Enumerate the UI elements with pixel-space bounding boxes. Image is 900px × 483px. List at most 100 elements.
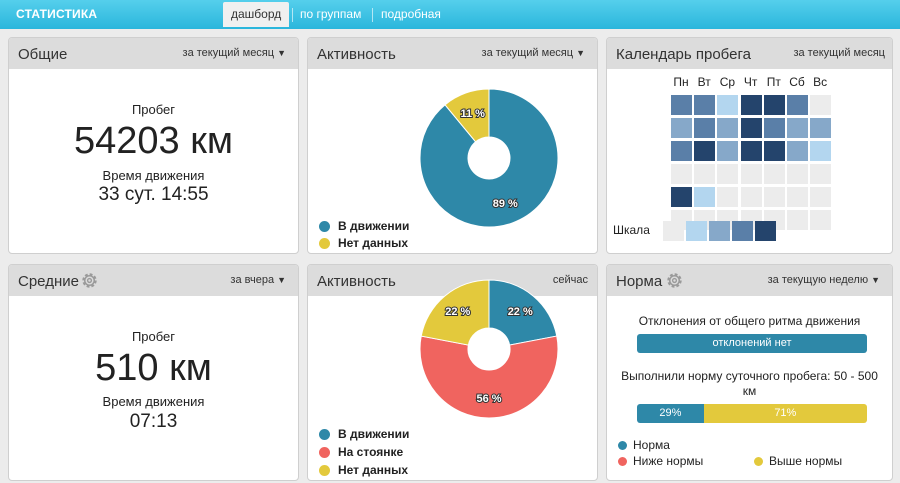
calendar-day-cell[interactable] [763, 95, 785, 115]
calendar-day-cell[interactable] [671, 187, 692, 207]
period-label: за текущий месяц [793, 47, 885, 59]
tab-divider [372, 8, 373, 22]
settings-gear-icon[interactable] [665, 271, 684, 290]
legend-label: Норма [633, 438, 670, 452]
donut-slice-label: 11 % [461, 108, 486, 120]
legend-item-moving: В движении [319, 427, 409, 441]
caret-down-icon: ▼ [576, 48, 585, 58]
panel-title: Календарь пробега [616, 46, 751, 63]
period-filter[interactable]: за текущую неделю ▼ [768, 274, 880, 286]
app-brand: СТАТИСТИКА [16, 7, 98, 21]
scale-swatch [686, 221, 707, 241]
period-filter[interactable]: за текущий месяц ▼ [482, 47, 585, 59]
norm-panel: Норма за текущую неделю ▼ Отклонения от о… [606, 264, 893, 481]
legend-label: В движении [338, 219, 410, 233]
period-filter[interactable]: за текущий месяц ▼ [183, 47, 286, 59]
legend-swatch [319, 220, 330, 232]
calendar-day-cell[interactable] [740, 164, 762, 184]
calendar-day-cell[interactable] [671, 141, 692, 161]
calendar-day-cell[interactable] [763, 187, 785, 207]
deviation-title: Отклонения от общего ритма движения [638, 314, 861, 328]
mileage-value: 510 км [95, 347, 212, 389]
deviation-status-bar: отклонений нет [637, 334, 867, 353]
period-filter[interactable]: за вчера ▼ [230, 274, 286, 286]
tab-detailed[interactable]: подробная [381, 7, 441, 21]
calendar-day-cell[interactable] [740, 95, 762, 115]
general-panel: Общие за текущий месяц ▼ Пробег 54203 км … [8, 37, 299, 254]
calendar-day-cell[interactable] [694, 141, 716, 161]
panel-title: Общие [18, 46, 68, 63]
weekday-label: Пн [673, 75, 689, 89]
settings-gear-icon[interactable] [80, 271, 99, 290]
calendar-day-cell[interactable] [810, 164, 832, 184]
period-filter-label: за вчера [230, 274, 275, 286]
scale-swatch [755, 221, 776, 241]
calendar-day-cell[interactable] [671, 164, 692, 184]
calendar-day-cell[interactable] [671, 118, 692, 138]
calendar-day-cell[interactable] [763, 118, 785, 138]
legend-swatch [618, 456, 627, 466]
panel-header: Активность за текущий месяц ▼ [308, 38, 597, 69]
scale-label: Шкала [613, 223, 650, 237]
calendar-day-cell[interactable] [810, 141, 832, 161]
legend-item-parked: На стоянке [319, 445, 403, 459]
panel-header: Календарь пробега за текущий месяц [607, 38, 892, 69]
calendar-day-cell[interactable] [810, 187, 832, 207]
calendar-day-cell[interactable] [717, 141, 739, 161]
donut-slice [488, 279, 558, 346]
activity-now-panel: Активность сейчас 22 % 56 % 22 % В движени… [307, 264, 598, 481]
time-label: Время движения [102, 394, 205, 409]
weekday-label: Чт [743, 75, 758, 89]
top-bar: СТАТИСТИКА дашборд по группам подробная [0, 0, 900, 29]
calendar-day-cell[interactable] [717, 118, 739, 138]
calendar-day-cell[interactable] [810, 118, 832, 138]
donut-slice [419, 335, 559, 419]
calendar-day-cell[interactable] [787, 210, 808, 230]
calendar-day-cell[interactable] [787, 118, 808, 138]
tab-by-groups[interactable]: по группам [300, 7, 362, 21]
calendar-day-cell[interactable] [694, 95, 716, 115]
time-value: 07:13 [129, 411, 178, 432]
time-value: 33 сут. 14:55 [98, 184, 209, 205]
calendar-day-cell[interactable] [740, 141, 762, 161]
mileage-label: Пробег [131, 329, 176, 344]
norm-segment-above: 71% [703, 404, 867, 423]
averages-panel: Средние за вчера ▼ Пробег 510 км Время дв… [8, 264, 299, 481]
norm-split-bar: 29% 71% [637, 404, 867, 423]
calendar-day-cell[interactable] [810, 210, 832, 230]
legend-label: На стоянке [338, 445, 404, 459]
donut-slice [444, 88, 490, 143]
calendar-day-cell[interactable] [694, 187, 716, 207]
calendar-day-cell[interactable] [740, 187, 762, 207]
donut-slice [419, 88, 559, 228]
legend-item-nodata: Нет данных [319, 463, 408, 477]
legend-item-moving: В движении [319, 219, 409, 233]
calendar-day-cell[interactable] [717, 95, 739, 115]
calendar-day-cell[interactable] [787, 141, 808, 161]
calendar-day-cell[interactable] [810, 95, 832, 115]
calendar-day-cell[interactable] [717, 187, 739, 207]
calendar-day-cell[interactable] [717, 164, 739, 184]
panel-title: Активность [317, 273, 396, 290]
calendar-day-cell[interactable] [694, 164, 716, 184]
calendar-day-cell[interactable] [694, 118, 716, 138]
weekday-label: Вс [813, 75, 828, 89]
weekday-label: Ср [719, 75, 736, 89]
time-label: Время движения [102, 168, 205, 183]
legend-label: Нет данных [338, 236, 409, 250]
calendar-day-cell[interactable] [763, 164, 785, 184]
calendar-panel: Календарь пробега за текущий месяц Пн Вт С… [606, 37, 893, 254]
tab-dashboard[interactable]: дашборд [223, 2, 290, 27]
calendar-day-cell[interactable] [740, 118, 762, 138]
calendar-day-cell[interactable] [763, 141, 785, 161]
calendar-day-cell[interactable] [671, 95, 692, 115]
calendar-day-cell[interactable] [787, 164, 808, 184]
activity-now-donut-chart: 22 % 56 % 22 % [419, 279, 559, 419]
panel-header: Общие за текущий месяц ▼ [9, 38, 298, 69]
calendar-day-cell[interactable] [787, 187, 808, 207]
legend-item-nodata: Нет данных [319, 236, 408, 250]
period-filter-label: за текущий месяц [481, 47, 574, 59]
weekday-label: Пт [766, 75, 781, 89]
period-filter-label: за текущую неделю [767, 274, 869, 286]
calendar-day-cell[interactable] [787, 95, 808, 115]
